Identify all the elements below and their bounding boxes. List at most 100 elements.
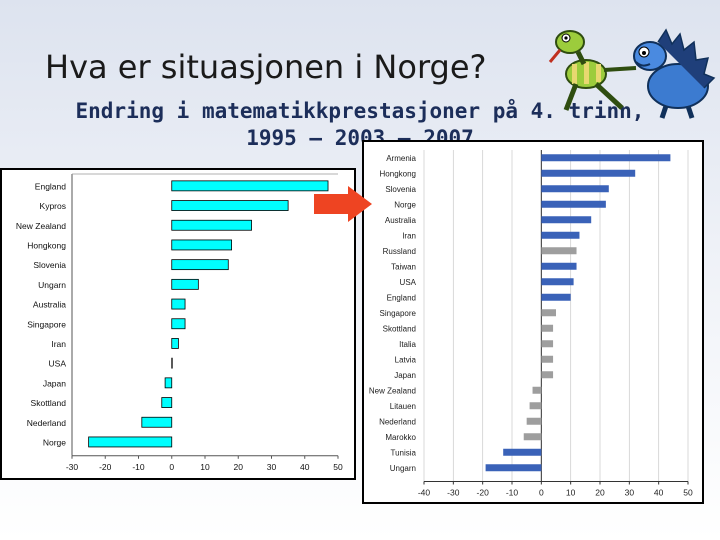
right-tick-label: 10 — [566, 488, 576, 498]
right-category-label: Iran — [402, 231, 416, 240]
right-tick-label: 0 — [539, 488, 544, 498]
right-bar-england — [541, 293, 571, 301]
right-category-label: Marokko — [385, 433, 416, 442]
left-category-label: Nederland — [27, 418, 66, 428]
right-tick-label: -40 — [418, 488, 431, 498]
right-category-label: Russland — [383, 247, 416, 256]
right-category-label: Skottland — [383, 324, 416, 333]
left-bar-skottland — [161, 397, 173, 408]
arrow-right-icon — [314, 186, 372, 222]
right-tick-label: 30 — [625, 488, 635, 498]
left-tick-label: 10 — [200, 462, 210, 472]
right-bar-skottland — [541, 324, 554, 332]
left-category-label: Australia — [33, 300, 66, 310]
right-bar-tunisia — [503, 448, 542, 456]
right-bar-new-zealand — [532, 386, 542, 394]
right-bar-ungarn — [485, 464, 542, 472]
left-bar-australia — [171, 298, 186, 310]
left-category-label: Hongkong — [27, 240, 66, 250]
left-category-label: Skottland — [31, 398, 67, 408]
right-bar-russland — [541, 247, 577, 255]
right-category-label: Latvia — [395, 355, 417, 364]
right-bar-singapore — [541, 309, 556, 317]
left-bar-slovenia — [171, 259, 229, 271]
left-category-label: England — [35, 181, 66, 191]
right-category-label: Nederland — [379, 417, 416, 426]
left-bar-nederland — [141, 416, 173, 428]
right-tick-label: -30 — [447, 488, 460, 498]
left-bar-hongkong — [171, 239, 232, 251]
right-bar-slovenia — [541, 185, 609, 193]
slide-title: Hva er situasjonen i Norge? — [45, 48, 487, 86]
left-tick-label: 0 — [169, 462, 174, 472]
left-bar-singapore — [171, 318, 186, 330]
left-bar-england — [171, 180, 329, 192]
right-tick-label: -20 — [477, 488, 490, 498]
left-category-label: Norge — [43, 437, 66, 447]
right-bar-italia — [541, 340, 554, 348]
right-bar-nederland — [526, 417, 542, 425]
right-bar-taiwan — [541, 262, 577, 270]
right-category-label: Japan — [394, 371, 416, 380]
right-category-label: Italia — [399, 340, 416, 349]
slide-subtitle: Endring i matematikkprestasjoner på 4. t… — [0, 98, 720, 152]
right-tick-label: 50 — [683, 488, 693, 498]
right-category-label: Hongkong — [380, 169, 416, 178]
left-bar-iran — [171, 338, 179, 349]
right-category-label: USA — [400, 278, 417, 287]
right-bar-latvia — [541, 355, 554, 363]
right-category-label: Norge — [394, 200, 416, 209]
left-bar-usa — [171, 357, 173, 369]
left-category-label: Kypros — [40, 201, 66, 211]
right-bar-hongkong — [541, 169, 636, 177]
right-category-label: New Zealand — [369, 386, 416, 395]
left-category-label: Ungarn — [38, 280, 66, 290]
right-category-label: Australia — [385, 216, 417, 225]
left-tick-label: -30 — [66, 462, 79, 472]
left-bar-ungarn — [171, 278, 199, 290]
left-tick-label: 40 — [300, 462, 310, 472]
left-category-label: New Zealand — [16, 221, 66, 231]
right-bar-japan — [541, 371, 554, 379]
left-tick-label: 50 — [333, 462, 343, 472]
left-category-label: Slovenia — [33, 260, 66, 270]
right-category-label: Slovenia — [385, 185, 416, 194]
right-category-label: Tunisia — [391, 448, 417, 457]
left-category-label: USA — [49, 359, 67, 369]
right-bar-litauen — [529, 402, 542, 410]
right-tick-label: 20 — [595, 488, 605, 498]
right-category-label: Singapore — [380, 309, 417, 318]
right-bar-iran — [541, 231, 580, 239]
subtitle-line-1: Endring i matematikkprestasjoner på 4. t… — [75, 99, 645, 123]
chart-right: Armenia Hongkong Slovenia Norge Australia Ira… — [369, 150, 693, 498]
chart-panel-left: England Kypros New Zealand Hongkong Slovenia… — [0, 168, 356, 480]
left-bar-new-zealand — [171, 219, 252, 231]
left-category-label: Iran — [51, 339, 66, 349]
right-tick-label: -10 — [506, 488, 519, 498]
chart-panel-right: Armenia Hongkong Slovenia Norge Australia Ira… — [362, 140, 704, 504]
right-category-label: England — [387, 293, 416, 302]
right-bar-norge — [541, 200, 606, 208]
left-bar-norge — [88, 436, 173, 448]
right-bar-marokko — [523, 433, 542, 441]
blue-dinosaur-icon — [633, 28, 716, 119]
left-tick-label: 20 — [234, 462, 244, 472]
left-bar-kypros — [171, 200, 289, 211]
right-bar-armenia — [541, 154, 671, 162]
right-bar-usa — [541, 278, 574, 286]
left-tick-label: -10 — [132, 462, 145, 472]
left-bar-japan — [164, 377, 173, 389]
left-category-label: Singapore — [27, 319, 66, 329]
left-tick-label: -20 — [99, 462, 112, 472]
right-category-label: Ungarn — [390, 464, 416, 473]
chart-left: England Kypros New Zealand Hongkong Slovenia… — [16, 173, 343, 472]
left-category-label: Japan — [43, 378, 66, 388]
right-bar-australia — [541, 216, 592, 224]
left-tick-label: 30 — [267, 462, 277, 472]
right-category-label: Armenia — [386, 154, 416, 163]
right-category-label: Litauen — [390, 402, 416, 411]
green-creature-icon — [548, 30, 637, 111]
right-tick-label: 40 — [654, 488, 664, 498]
dinosaur-cartoon-icon — [548, 28, 716, 119]
right-category-label: Taiwan — [391, 262, 416, 271]
